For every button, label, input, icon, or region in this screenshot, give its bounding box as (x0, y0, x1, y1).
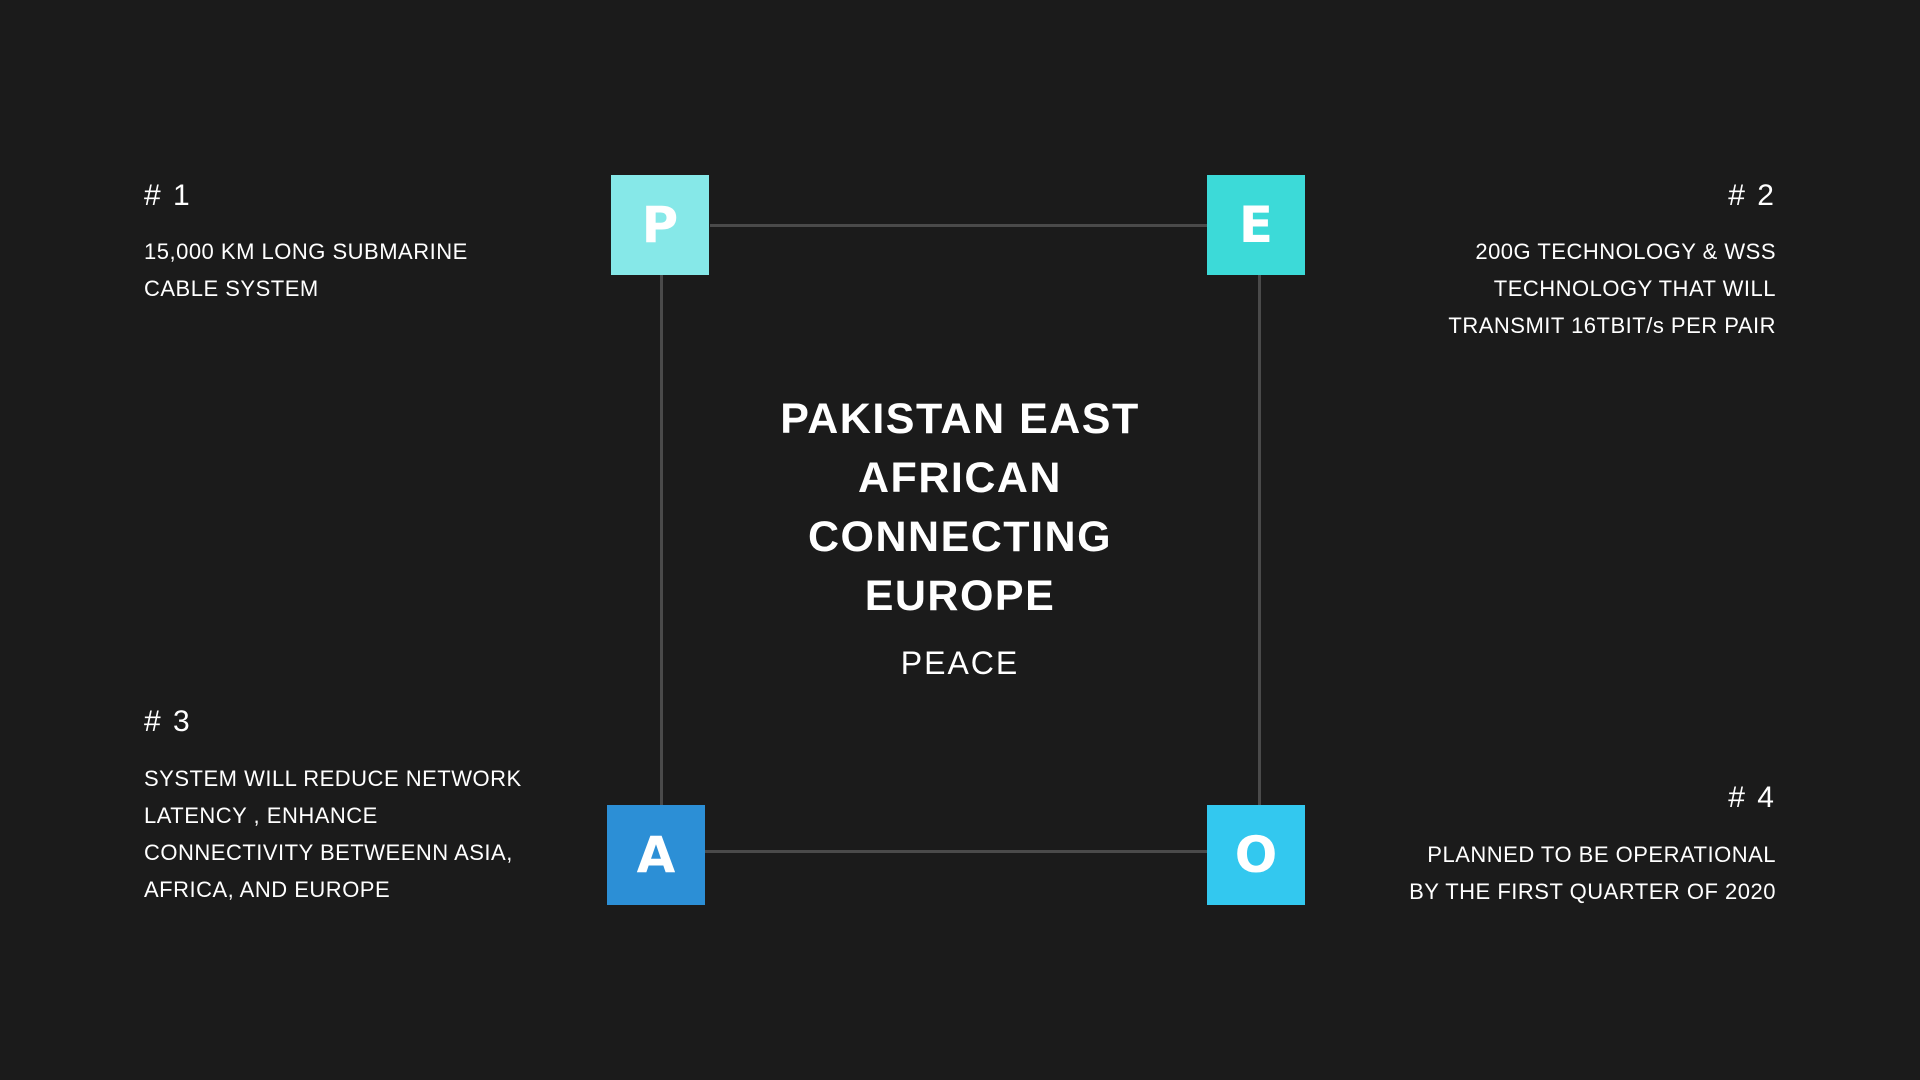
point-4-line: BY THE FIRST QUARTER OF 2020 (1409, 879, 1776, 904)
point-3-text: SYSTEM WILL REDUCE NETWORK LATENCY , ENH… (144, 760, 574, 908)
point-4-number: # 4 (1728, 781, 1776, 814)
tile-e: E (1207, 175, 1305, 275)
frame-line-right (1258, 275, 1261, 805)
point-2-number: # 2 (1728, 179, 1776, 212)
tile-a: A (607, 805, 705, 905)
point-3-line: AFRICA, AND EUROPE (144, 877, 391, 902)
main-subtitle: PEACE (900, 645, 1020, 681)
tile-o: O (1207, 805, 1305, 905)
tile-p-letter: P (641, 196, 679, 254)
point-4-text: PLANNED TO BE OPERATIONAL BY THE FIRST Q… (1336, 836, 1776, 910)
point-3-line: LATENCY , ENHANCE (144, 803, 378, 828)
point-4-line: PLANNED TO BE OPERATIONAL (1427, 842, 1776, 867)
point-3-line: SYSTEM WILL REDUCE NETWORK (144, 766, 522, 791)
point-1-line: CABLE SYSTEM (144, 276, 319, 301)
point-1-text: 15,000 KM LONG SUBMARINE CABLE SYSTEM (144, 233, 564, 307)
frame-line-left (660, 275, 663, 805)
point-3-number: # 3 (144, 705, 192, 738)
point-1-line: 15,000 KM LONG SUBMARINE (144, 239, 468, 264)
tile-o-letter: O (1234, 826, 1278, 884)
point-2-line: TECHNOLOGY THAT WILL (1493, 276, 1776, 301)
point-2-line: 200G TECHNOLOGY & WSS (1475, 239, 1776, 264)
frame-line-bottom (705, 850, 1210, 853)
tile-p: P (611, 175, 709, 275)
point-2-line: TRANSMIT 16TBIT/s PER PAIR (1448, 313, 1776, 338)
point-3-line: CONNECTIVITY BETWEENN ASIA, (144, 840, 513, 865)
frame-line-top (710, 224, 1210, 227)
tile-a-letter: A (636, 826, 676, 884)
point-2-text: 200G TECHNOLOGY & WSS TECHNOLOGY THAT WI… (1356, 233, 1776, 344)
main-title: PAKISTAN EAST AFRICAN CONNECTING EUROPE (780, 395, 1140, 620)
point-1-number: # 1 (144, 179, 192, 212)
tile-e-letter: E (1238, 196, 1274, 254)
